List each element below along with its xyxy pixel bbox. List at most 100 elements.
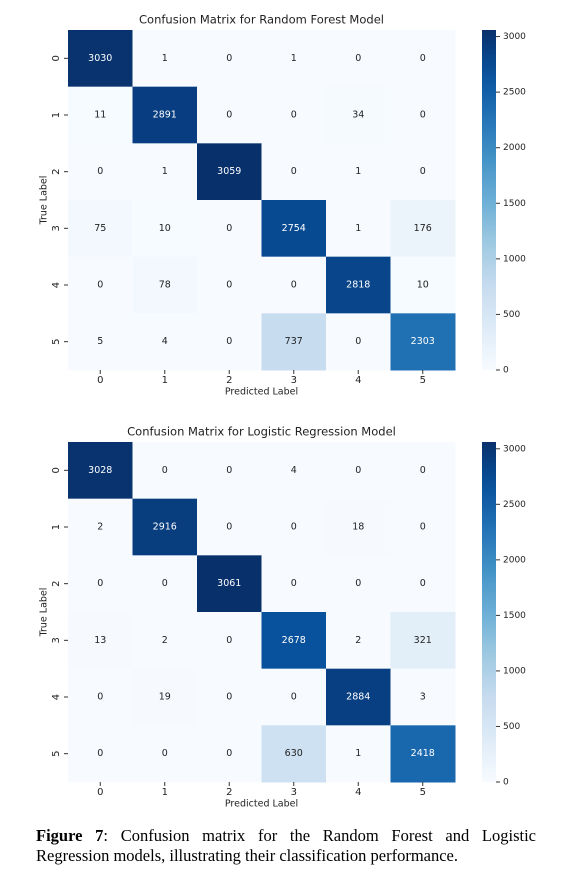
cell-label: 0 — [291, 692, 297, 703]
x-tick-label: 2 — [226, 375, 232, 386]
cell — [326, 555, 391, 613]
colorbar-tick-label: 1500 — [503, 611, 526, 621]
cell — [68, 555, 133, 613]
cell-label: 737 — [285, 336, 303, 347]
cell — [390, 555, 456, 613]
cell — [68, 612, 133, 670]
caption-label: Figure 7 — [36, 826, 104, 845]
x-tick-label: 1 — [162, 787, 168, 798]
y-tick-label: 3 — [51, 637, 62, 643]
cell — [390, 30, 456, 88]
cell — [132, 30, 198, 88]
cell-label: 0 — [291, 522, 297, 533]
chart-title: Confusion Matrix for Random Forest Model — [139, 13, 384, 27]
cell — [132, 555, 198, 613]
cell — [68, 200, 133, 258]
cell — [326, 30, 391, 88]
cell — [390, 86, 456, 144]
cell-label: 3028 — [88, 465, 112, 476]
cell — [261, 668, 327, 726]
x-tick-label: 5 — [420, 375, 426, 386]
caption-text: : Confusion matrix for the Random Forest… — [36, 826, 536, 865]
colorbar-tick-label: 2000 — [503, 143, 526, 153]
cell-label: 2678 — [282, 635, 306, 646]
cell-label: 0 — [226, 692, 232, 703]
cell-label: 2818 — [346, 280, 370, 291]
cell-label: 0 — [420, 53, 426, 64]
cell-label: 4 — [291, 465, 297, 476]
cell — [132, 200, 198, 258]
cell-label: 1 — [355, 166, 361, 177]
cell — [390, 668, 456, 726]
cell-label: 0 — [226, 280, 232, 291]
cell — [197, 725, 262, 783]
colorbar-tick-label: 3000 — [503, 444, 526, 454]
cell — [197, 498, 262, 556]
cell-label: 1 — [355, 223, 361, 234]
colorbar-tick-label: 1000 — [503, 254, 526, 264]
cell — [197, 612, 262, 670]
cell-label: 321 — [414, 635, 432, 646]
cell-label: 0 — [226, 748, 232, 759]
cell — [132, 143, 198, 201]
cell — [68, 498, 133, 556]
cell-label: 75 — [94, 223, 106, 234]
colorbar-tick-label: 1500 — [503, 199, 526, 209]
cell — [261, 313, 327, 371]
colorbar-tick-label: 2500 — [503, 500, 526, 510]
cell — [390, 442, 456, 500]
cell-label: 2 — [355, 635, 361, 646]
cell-label: 10 — [417, 280, 429, 291]
cell — [197, 668, 262, 726]
cell — [68, 725, 133, 783]
cell — [261, 256, 327, 314]
cell-label: 0 — [291, 280, 297, 291]
cell-label: 2754 — [282, 223, 306, 234]
cell-label: 1 — [162, 166, 168, 177]
cell-label: 0 — [162, 748, 168, 759]
y-tick-label: 3 — [51, 225, 62, 231]
colorbar-tick-label: 500 — [503, 310, 520, 320]
x-tick-label: 4 — [355, 787, 361, 798]
cell-label: 11 — [94, 110, 106, 121]
cell — [326, 256, 391, 314]
cell — [132, 725, 198, 783]
x-tick-label: 2 — [226, 787, 232, 798]
cell-label: 0 — [162, 578, 168, 589]
colorbar-tick-label: 0 — [503, 366, 509, 376]
y-tick-label: 5 — [51, 750, 62, 756]
cell — [390, 143, 456, 201]
cell — [132, 442, 198, 500]
cell-label: 0 — [97, 280, 103, 291]
cell — [390, 313, 456, 371]
cell — [326, 442, 391, 500]
cell — [197, 200, 262, 258]
cell — [261, 612, 327, 670]
cell — [197, 86, 262, 144]
cell-label: 2884 — [346, 692, 370, 703]
cell-label: 2916 — [153, 522, 177, 533]
x-tick-label: 0 — [97, 787, 103, 798]
cell — [326, 668, 391, 726]
cell-label: 0 — [226, 635, 232, 646]
x-tick-label: 0 — [97, 375, 103, 386]
x-tick-label: 3 — [291, 375, 297, 386]
cell-label: 0 — [97, 748, 103, 759]
x-tick-label: 4 — [355, 375, 361, 386]
colorbar-tick-label: 500 — [503, 722, 520, 732]
cell — [326, 725, 391, 783]
cell — [390, 498, 456, 556]
cell — [68, 30, 133, 88]
x-axis-label: Predicted Label — [225, 387, 298, 398]
cell — [68, 143, 133, 201]
colorbar-tick-label: 2500 — [503, 88, 526, 98]
y-tick-label: 2 — [51, 580, 62, 586]
colorbar-tick-label: 3000 — [503, 32, 526, 42]
cell — [390, 256, 456, 314]
cell-label: 34 — [352, 110, 364, 121]
x-axis-label: Predicted Label — [225, 799, 298, 810]
colorbar-tick-label: 2000 — [503, 555, 526, 565]
cell — [197, 442, 262, 500]
cell — [326, 143, 391, 201]
